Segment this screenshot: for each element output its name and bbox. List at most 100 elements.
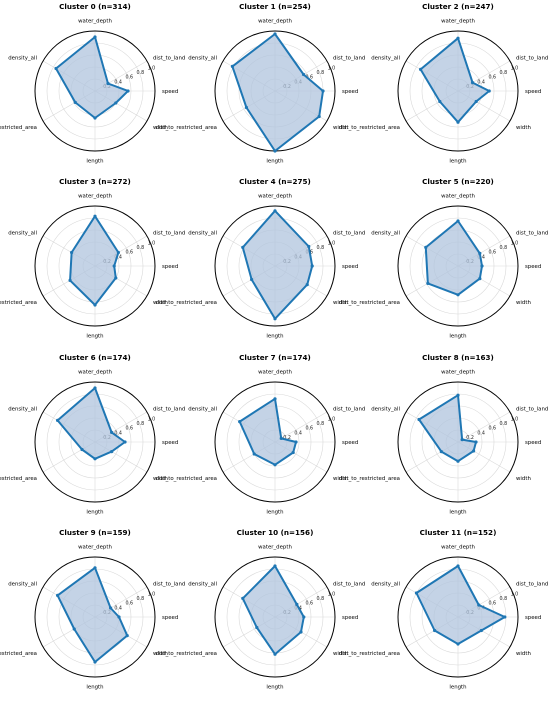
panel-title: Cluster 1 (n=254): [239, 2, 311, 11]
data-point-dist_to_restricted_area: [426, 281, 430, 285]
data-point-water_depth: [93, 386, 97, 390]
data-point-width: [114, 101, 118, 105]
radial-tick-label: 0.6: [125, 426, 133, 432]
axis-label-width: width: [333, 476, 348, 482]
panel-title: Cluster 11 (n=152): [420, 528, 497, 537]
data-point-speed: [474, 440, 478, 444]
axis-label-length: length: [449, 159, 466, 165]
axis-label-dist_to_land: dist_to_land: [516, 56, 548, 62]
data-point-density_all: [55, 593, 60, 598]
data-point-speed: [117, 615, 121, 619]
radial-tick-label: 1.0: [148, 417, 156, 423]
axis-label-speed: speed: [342, 264, 358, 270]
radial-tick-label: 0.2: [283, 435, 291, 441]
axis-label-dist_to_land: dist_to_land: [333, 231, 365, 237]
data-point-dist_to_land: [279, 436, 283, 440]
panel-title: Cluster 6 (n=174): [59, 353, 131, 362]
radar-panel-cluster-2: Cluster 2 (n=247)0.20.40.60.81.0speeddis…: [339, 2, 549, 165]
axis-label-length: length: [449, 685, 466, 691]
data-point-dist_to_land: [108, 606, 113, 610]
axis-label-dist_to_restricted_area: dist_to_restricted_area: [156, 476, 217, 482]
data-point-water_depth: [93, 214, 97, 218]
axis-label-dist_to_restricted_area: dist_to_restricted_area: [156, 651, 217, 657]
radar-panel-cluster-3: Cluster 3 (n=272)0.20.40.60.81.0speeddis…: [0, 177, 185, 340]
radial-tick-label: 0.6: [488, 601, 496, 607]
axis-label-length: length: [266, 159, 283, 165]
series-area: [425, 221, 482, 295]
data-point-length: [456, 642, 460, 646]
data-point-dist_to_restricted_area: [80, 447, 84, 452]
series-area: [57, 567, 128, 662]
axis-label-width: width: [153, 125, 168, 131]
radar-panel-cluster-5: Cluster 5 (n=220)0.20.40.60.81.0speeddis…: [339, 177, 549, 340]
radial-tick-label: 0.6: [305, 426, 313, 432]
series-area: [420, 38, 490, 123]
radial-tick-label: 0.4: [114, 430, 122, 436]
data-point-dist_to_restricted_area: [72, 627, 76, 631]
axis-label-dist_to_restricted_area: dist_to_restricted_area: [339, 125, 400, 131]
data-point-density_all: [70, 250, 74, 255]
axis-label-density_all: density_all: [188, 407, 217, 413]
radial-tick-label: 1.0: [328, 66, 336, 72]
axis-label-water_depth: water_depth: [258, 545, 292, 551]
axis-label-dist_to_land: dist_to_land: [153, 582, 185, 588]
radial-tick-label: 0.8: [500, 70, 508, 76]
radar-panel-cluster-10: Cluster 10 (n=156)0.20.40.60.81.0speeddi…: [156, 528, 366, 691]
axis-label-dist_to_land: dist_to_land: [516, 231, 548, 237]
axis-label-length: length: [86, 685, 103, 691]
data-point-dist_to_land: [460, 438, 464, 442]
axis-label-density_all: density_all: [8, 56, 37, 62]
axis-label-dist_to_restricted_area: dist_to_restricted_area: [156, 300, 217, 306]
data-point-water_depth: [456, 219, 460, 223]
data-point-density_all: [54, 66, 58, 71]
radial-tick-label: 0.6: [488, 426, 496, 432]
axis-label-water_depth: water_depth: [78, 545, 112, 551]
axis-label-water_depth: water_depth: [78, 19, 112, 25]
series-line: [241, 209, 314, 320]
radial-tick-label: 1.0: [511, 417, 519, 423]
radial-tick-label: 1.0: [148, 66, 156, 72]
axis-label-speed: speed: [162, 440, 178, 446]
axis-label-speed: speed: [162, 89, 178, 95]
data-point-length: [93, 303, 97, 307]
data-point-dist_to_restricted_area: [433, 628, 437, 633]
data-point-dist_to_land: [106, 81, 110, 86]
data-point-dist_to_land: [110, 430, 114, 434]
data-point-density_all: [241, 596, 245, 601]
series-area: [242, 566, 304, 655]
data-point-dist_to_restricted_area: [439, 450, 443, 454]
axis-label-dist_to_land: dist_to_land: [153, 231, 185, 237]
radar-outer-ring: [397, 30, 519, 152]
axis-label-width: width: [333, 651, 348, 657]
axis-label-speed: speed: [525, 89, 541, 95]
data-point-dist_to_restricted_area: [255, 625, 259, 630]
axis-label-length: length: [449, 334, 466, 340]
axis-label-water_depth: water_depth: [441, 19, 475, 25]
panel-title: Cluster 4 (n=275): [239, 177, 311, 186]
axis-label-dist_to_land: dist_to_land: [516, 582, 548, 588]
axis-label-speed: speed: [342, 89, 358, 95]
data-point-speed: [294, 440, 298, 444]
grid-spoke: [457, 411, 511, 443]
radial-tick-label: 0.8: [500, 245, 508, 251]
data-point-width: [317, 114, 321, 119]
radial-tick-label: 1.0: [328, 592, 336, 598]
data-point-speed: [480, 264, 484, 268]
data-point-speed: [123, 440, 127, 444]
axis-label-dist_to_restricted_area: dist_to_restricted_area: [156, 125, 217, 131]
radar-panel-cluster-11: Cluster 11 (n=152)0.20.40.60.81.0speeddi…: [339, 528, 549, 691]
radar-outer-ring: [34, 556, 156, 678]
radial-tick-label: 1.0: [148, 241, 156, 247]
axis-label-dist_to_land: dist_to_land: [153, 56, 185, 62]
radar-panel-cluster-0: Cluster 0 (n=314)0.20.40.60.81.0speeddis…: [0, 2, 185, 165]
data-point-density_all: [55, 418, 60, 422]
radial-tick-label: 0.8: [317, 70, 325, 76]
axis-label-density_all: density_all: [371, 582, 400, 588]
axis-label-length: length: [266, 334, 283, 340]
data-point-speed: [503, 615, 507, 619]
radar-outer-ring: [214, 205, 336, 327]
series-area: [57, 388, 126, 459]
series-line: [56, 566, 129, 663]
data-point-width: [474, 99, 478, 104]
axis-label-dist_to_restricted_area: dist_to_restricted_area: [339, 300, 400, 306]
